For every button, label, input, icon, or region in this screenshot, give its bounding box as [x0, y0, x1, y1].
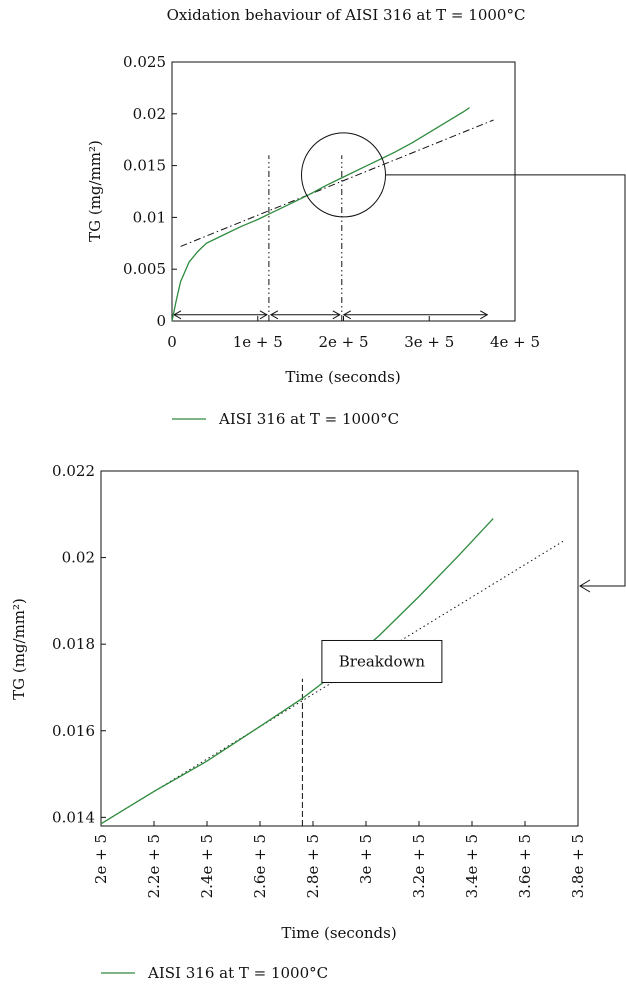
chart-bottom-x-ticks: 2e + 5 2.2e + 5 2.4e + 5 2.6e + 5 2.8e + 5 3e…: [92, 821, 587, 898]
x-tick-label: 4e + 5: [490, 333, 540, 351]
chart-top-y-ticks: 0 0.005 0.01 0.015 0.02 0.025: [123, 53, 177, 330]
zoom-connector-arrowhead: [579, 579, 591, 593]
y-tick-label: 0.016: [52, 722, 95, 740]
chart-bottom-y-axis-label: TG (mg/mm²): [10, 598, 28, 700]
chart-top-legend: AISI 316 at T = 1000°C: [172, 410, 399, 428]
extrapolation-line: [100, 539, 566, 825]
x-tick-label: 2e + 5: [318, 333, 368, 351]
y-tick-label: 0.02: [62, 549, 95, 567]
y-tick-label: 0.025: [123, 53, 166, 71]
breakdown-annotation-box: [321, 639, 443, 683]
x-tick-label: 3.4e + 5: [463, 834, 481, 898]
x-tick-label: 2.6e + 5: [251, 834, 269, 898]
y-tick-label: 0.015: [123, 157, 166, 175]
chart-top-x-axis-label: Time (seconds): [285, 368, 400, 386]
stage-arrow-head-right: [259, 310, 268, 320]
y-tick-label: 0.018: [52, 635, 95, 653]
y-tick-label: 0.022: [52, 462, 95, 480]
x-tick-label: 2.8e + 5: [304, 834, 322, 898]
x-tick-label: 3e + 5: [357, 834, 375, 884]
zoom-connector: [385, 174, 626, 593]
chart-top-title: Oxidation behaviour of AISI 316 at T = 1…: [167, 6, 526, 24]
trend-line: [180, 119, 494, 247]
chart-bottom-y-ticks: 0.014 0.016 0.018 0.02 0.022: [52, 462, 106, 826]
y-tick-label: 0.014: [52, 808, 95, 826]
chart-top-y-axis-label: TG (mg/mm²): [86, 140, 104, 242]
chart-top-marks: [171, 107, 494, 322]
x-tick-label: 3e + 5: [404, 333, 454, 351]
x-tick-label: 3.8e + 5: [569, 834, 587, 898]
stage-arrow-head-right: [332, 310, 341, 320]
chart-bottom-plot-frame: [100, 470, 579, 827]
zoom-circle: [301, 132, 386, 218]
zoom-connector-line: [385, 174, 626, 587]
series-line: [171, 107, 470, 322]
x-tick-label: 2.2e + 5: [145, 834, 163, 898]
chart-top: Oxidation behaviour of AISI 316 at T = 1…: [86, 6, 540, 428]
chart-bottom-x-axis-label: Time (seconds): [281, 924, 396, 942]
chart-bottom-legend-label: AISI 316 at T = 1000°C: [147, 964, 328, 982]
x-tick-label: 0: [167, 333, 177, 351]
y-tick-label: 0.02: [133, 105, 166, 123]
y-tick-label: 0.01: [133, 208, 166, 226]
chart-bottom-marks: [100, 518, 566, 826]
x-tick-label: 2.4e + 5: [198, 834, 216, 898]
stage-arrow-head-right: [480, 310, 489, 320]
chart-top-plot-frame: [171, 61, 516, 322]
chart-top-legend-label: AISI 316 at T = 1000°C: [218, 410, 399, 428]
chart-bottom-legend: AISI 316 at T = 1000°C: [101, 964, 328, 982]
x-tick-label: 3.6e + 5: [516, 834, 534, 898]
y-tick-label: 0: [156, 312, 166, 330]
stage-arrow-head-left: [342, 310, 352, 320]
x-tick-label: 3.2e + 5: [410, 834, 428, 898]
stage-arrow-head-left: [172, 310, 182, 320]
x-tick-label: 1e + 5: [233, 333, 283, 351]
series-line: [100, 518, 494, 825]
breakdown-annotation-text: Breakdown: [339, 652, 426, 670]
stage-arrow-head-left: [269, 310, 279, 320]
chart-top-x-ticks: 0 1e + 5 2e + 5 3e + 5 4e + 5: [167, 316, 540, 351]
x-tick-label: 2e + 5: [92, 834, 110, 884]
y-tick-label: 0.005: [123, 260, 166, 278]
